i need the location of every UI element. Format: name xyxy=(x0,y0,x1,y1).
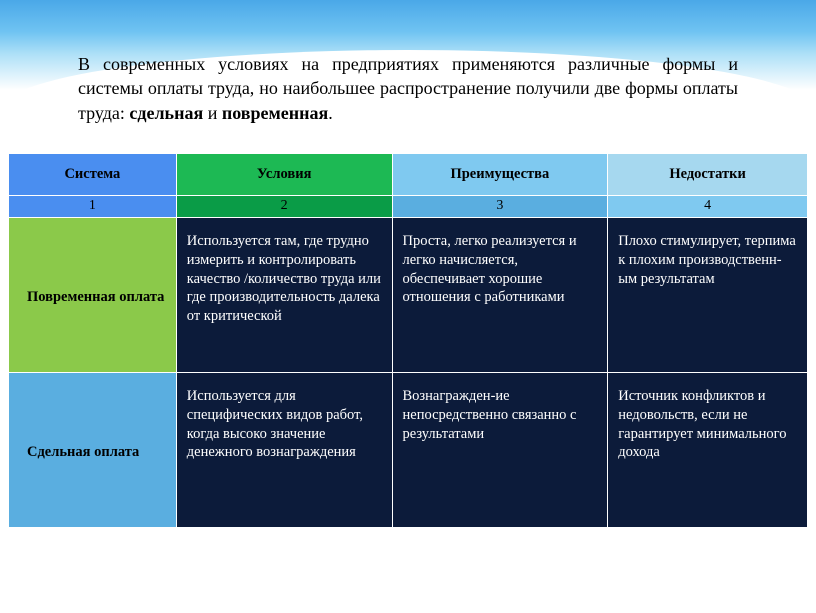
cell-advantages: Вознагражден-ие непосредственно связанно… xyxy=(392,372,608,527)
table-row: Сдельная оплата Используется для специфи… xyxy=(9,372,808,527)
cell-drawbacks: Плохо стимулирует, терпима к плохим прои… xyxy=(608,217,808,372)
cell-drawbacks: Источник конфликтов и недовольств, если … xyxy=(608,372,808,527)
intro-bold2: повременная xyxy=(222,103,328,123)
colnum-2: 2 xyxy=(176,195,392,217)
colnum-1: 1 xyxy=(9,195,177,217)
header-advantages: Преимущества xyxy=(392,153,608,195)
table-number-row: 1 2 3 4 xyxy=(9,195,808,217)
colnum-4: 4 xyxy=(608,195,808,217)
table-header-row: Система Условия Преимущества Недостатки xyxy=(9,153,808,195)
cell-advantages: Проста, легко реализуется и легко начисл… xyxy=(392,217,608,372)
header-drawbacks: Недостатки xyxy=(608,153,808,195)
row-label-time-based: Повременная оплата xyxy=(9,217,177,372)
intro-bold1: сдельная xyxy=(129,103,203,123)
payment-systems-table: Система Условия Преимущества Недостатки … xyxy=(8,153,808,528)
table-row: Повременная оплата Используется там, где… xyxy=(9,217,808,372)
cell-conditions: Используется для специфических видов раб… xyxy=(176,372,392,527)
header-system: Система xyxy=(9,153,177,195)
intro-suffix: . xyxy=(328,103,333,123)
row-label-piece-rate: Сдельная оплата xyxy=(9,372,177,527)
intro-mid: и xyxy=(203,103,222,123)
colnum-3: 3 xyxy=(392,195,608,217)
header-conditions: Условия xyxy=(176,153,392,195)
intro-paragraph: В современных условиях на предприятиях п… xyxy=(0,0,816,125)
cell-conditions: Используется там, где трудно измерить и … xyxy=(176,217,392,372)
